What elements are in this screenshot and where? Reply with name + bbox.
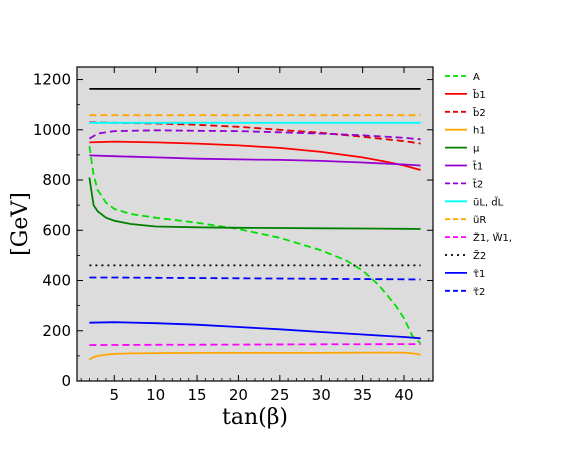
y-tick-label: 600 — [42, 221, 71, 239]
x-tick-label: 35 — [353, 386, 372, 404]
legend-label: h1 — [473, 126, 486, 137]
legend-label: t̃1 — [472, 160, 483, 173]
legend-label: Z̃2 — [473, 249, 486, 262]
y-tick-label: 200 — [42, 322, 71, 340]
legend-label: Z̃1, W̃1, — [473, 231, 512, 244]
x-tick-label: 10 — [146, 386, 165, 404]
x-tick-label: 20 — [229, 386, 248, 404]
legend-label: A — [473, 72, 480, 83]
legend-label: μ — [473, 144, 480, 155]
y-tick-label: 400 — [42, 272, 71, 290]
series-line-0 — [88, 145, 422, 344]
series-line-12 — [89, 276, 421, 281]
series-line-3 — [88, 351, 421, 361]
x-axis-label: tan(β) — [222, 405, 288, 430]
legend-label: b̃1 — [472, 88, 486, 101]
y-tick-label: 800 — [42, 171, 71, 189]
legend-label: t̃2 — [472, 178, 483, 191]
series-line-9 — [89, 343, 421, 346]
series-line-5 — [89, 154, 421, 167]
y-axis-label: [GeV] — [8, 192, 33, 256]
x-tick-label: 30 — [312, 386, 331, 404]
legend-label: ũR — [473, 215, 486, 226]
series-layer — [88, 88, 422, 361]
legend-label: τ̃1 — [473, 268, 485, 280]
series-line-4 — [88, 177, 421, 230]
y-tick-label: 1000 — [33, 121, 71, 139]
series-line-11 — [89, 321, 421, 340]
legend: Ab̃1 b̃2 h1 μ t̃1 t̃2 ũL, d̃L ũR Z̃1, W̃1, Z̃2 τ̃1… — [445, 72, 512, 298]
x-tick-label: 25 — [270, 386, 289, 404]
legend-label: b̃2 — [472, 106, 486, 119]
x-tick-label: 15 — [187, 386, 206, 404]
x-tick-label: 40 — [394, 386, 413, 404]
x-tick-label: 5 — [109, 386, 119, 404]
legend-label: ũL, d̃L — [473, 195, 504, 208]
y-tick-label: 0 — [61, 372, 71, 390]
legend-label: τ̃2 — [473, 286, 485, 298]
y-tick-label: 1200 — [33, 71, 71, 89]
series-line-6 — [88, 129, 421, 141]
